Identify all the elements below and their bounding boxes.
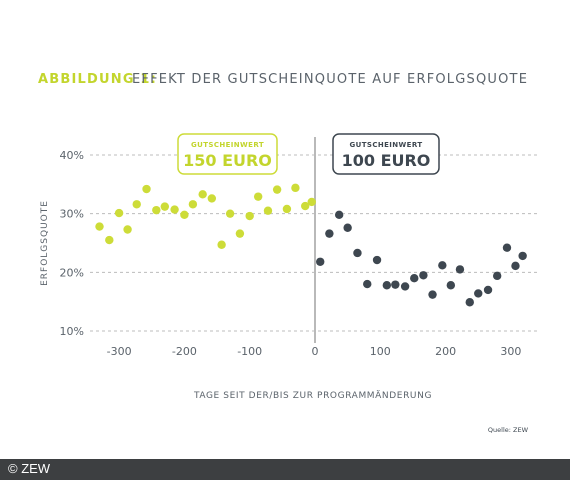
data-point-series-2 (438, 261, 447, 270)
data-point-series-1 (114, 208, 124, 218)
data-point-series-1 (225, 209, 235, 218)
data-point-series-2 (474, 289, 483, 298)
x-tick-label: -200 (172, 345, 197, 358)
legend-150-small-label: GUTSCHEINWERT (191, 141, 264, 149)
data-point-series-2 (391, 280, 400, 289)
x-tick-label: 200 (435, 345, 456, 358)
data-points (95, 183, 527, 307)
data-point-series-1 (272, 185, 282, 194)
x-tick-label: 100 (370, 345, 391, 358)
data-point-series-1 (263, 206, 273, 215)
legend-150-big-label: 150 EURO (183, 151, 272, 170)
data-point-series-2 (419, 271, 428, 280)
data-point-series-1 (198, 190, 207, 199)
data-point-series-2 (492, 271, 502, 281)
data-point-series-1 (307, 197, 316, 207)
x-tick-label: 0 (312, 345, 319, 358)
data-point-series-1 (301, 201, 310, 211)
data-point-series-1 (105, 235, 114, 245)
data-point-series-1 (291, 183, 300, 193)
legend-box-100: GUTSCHEINWERT 100 EURO (332, 133, 440, 175)
data-point-series-2 (353, 248, 362, 258)
chart-title-prefix: ABBILDUNG 1: (38, 72, 157, 87)
source-note: Quelle: ZEW (488, 426, 529, 434)
data-point-series-1 (282, 204, 292, 214)
data-point-series-2 (410, 274, 419, 283)
legend-100-big-label: 100 EURO (342, 151, 431, 170)
x-axis-label: TAGE SEIT DER/BIS ZUR PROGRAMMÄNDERUNG (193, 390, 432, 401)
data-point-series-1 (132, 200, 141, 209)
data-point-series-2 (343, 223, 352, 232)
y-tick-label: 10% (60, 325, 84, 338)
data-point-series-1 (188, 200, 198, 209)
data-point-series-2 (372, 255, 382, 265)
y-tick-label: 20% (60, 266, 84, 279)
y-axis-label: ERFOLGSQUOTE (40, 200, 50, 286)
y-tick-labels: 10% 20% 30% 40% (60, 149, 84, 338)
legend-box-150: GUTSCHEINWERT 150 EURO (177, 133, 278, 175)
data-point-series-1 (207, 194, 217, 203)
data-point-series-1 (160, 202, 170, 211)
data-point-series-2 (325, 229, 334, 238)
data-point-series-1 (142, 184, 151, 194)
data-point-series-1 (245, 211, 254, 221)
data-point-series-2 (483, 285, 493, 295)
data-point-series-2 (446, 281, 456, 290)
data-point-series-1 (123, 225, 132, 234)
y-tick-label: 40% (60, 149, 84, 162)
data-point-series-2 (455, 265, 465, 274)
data-point-series-2 (518, 251, 527, 261)
data-point-series-1 (152, 205, 161, 215)
x-tick-label: -300 (107, 345, 132, 358)
y-tick-label: 30% (60, 208, 84, 221)
data-point-series-1 (180, 210, 189, 220)
copyright-text: © ZEW (8, 461, 51, 476)
data-point-series-2 (502, 243, 512, 252)
data-point-series-2 (382, 281, 392, 290)
x-tick-labels: -300 -200 -100 0 100 200 300 (107, 345, 522, 358)
data-point-series-2 (511, 261, 520, 271)
data-point-series-2 (400, 282, 410, 291)
data-point-series-2 (428, 290, 437, 299)
data-point-series-1 (253, 192, 263, 201)
data-point-series-1 (170, 205, 179, 214)
data-point-series-1 (217, 240, 226, 249)
data-point-series-2 (334, 210, 344, 220)
data-point-series-2 (465, 298, 474, 307)
data-point-series-2 (316, 257, 325, 266)
x-tick-label: -100 (237, 345, 262, 358)
data-point-series-1 (235, 229, 245, 238)
footer-bar: © ZEW (0, 459, 570, 480)
data-point-series-2 (363, 279, 372, 289)
legend-100-small-label: GUTSCHEINWERT (349, 141, 422, 149)
data-point-series-1 (95, 222, 104, 231)
chart-title: EFFEKT DER GUTSCHEINQUOTE AUF ERFOLGSQUO… (132, 72, 528, 87)
x-tick-label: 300 (500, 345, 521, 358)
